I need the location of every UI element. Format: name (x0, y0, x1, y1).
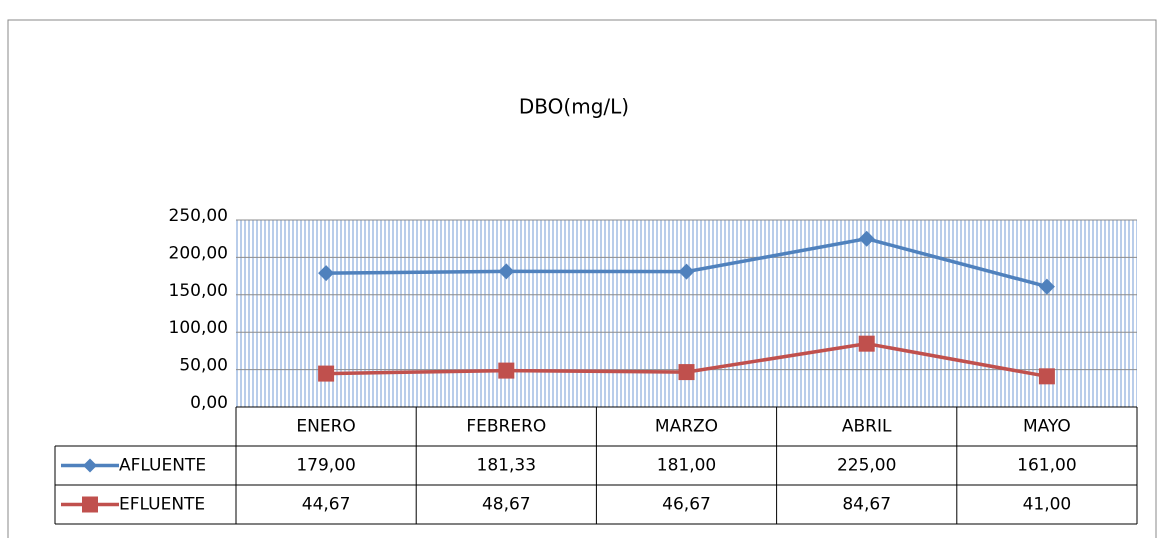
y-tick-label: 0,00 (190, 393, 228, 413)
chart-border (7, 19, 1157, 538)
legend-label: AFLUENTE (119, 456, 206, 476)
marker (858, 230, 875, 247)
category-label: FEBRERO (466, 417, 546, 437)
table-value: 84,67 (842, 495, 891, 515)
y-tick-label: 50,00 (179, 356, 228, 376)
marker (498, 362, 515, 379)
marker (678, 364, 695, 381)
y-tick-label: 100,00 (169, 318, 228, 338)
table-value: 225,00 (837, 456, 896, 476)
table-value: 181,00 (657, 456, 716, 476)
chart-title: DBO(mg/L) (519, 95, 629, 119)
table-value: 161,00 (1017, 456, 1076, 476)
category-label: MAYO (1023, 417, 1071, 437)
table-value: 181,33 (477, 456, 536, 476)
table-value: 44,67 (302, 495, 351, 515)
category-label: ABRIL (842, 417, 892, 437)
y-tick-label: 200,00 (169, 243, 228, 263)
table-value: 41,00 (1023, 495, 1072, 515)
table-value: 48,67 (482, 495, 531, 515)
marker (318, 265, 335, 282)
y-tick-label: 250,00 (169, 206, 228, 226)
marker (1038, 368, 1055, 385)
table-value: 46,67 (662, 495, 711, 515)
category-label: ENERO (296, 417, 355, 437)
marker (498, 263, 515, 280)
marker (678, 263, 695, 280)
marker (318, 365, 335, 382)
legend-marker (83, 458, 97, 473)
marker (858, 335, 875, 352)
legend-marker (82, 496, 98, 513)
y-tick-label: 150,00 (169, 281, 228, 301)
category-label: MARZO (655, 417, 718, 437)
table-value: 179,00 (296, 456, 355, 476)
marker (1038, 278, 1055, 295)
legend-label: EFLUENTE (119, 495, 205, 515)
